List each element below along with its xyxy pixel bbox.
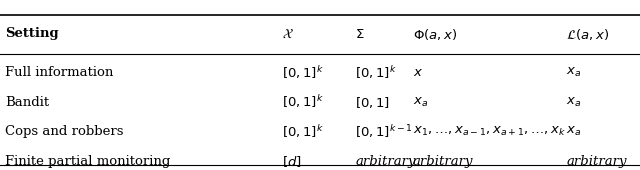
Text: $[0,1]^k$: $[0,1]^k$ (282, 94, 323, 111)
Text: $x_a$: $x_a$ (566, 125, 582, 138)
Text: $x_a$: $x_a$ (566, 66, 582, 79)
Text: $\mathcal{X}$: $\mathcal{X}$ (282, 28, 293, 40)
Text: Full information: Full information (5, 66, 113, 79)
Text: $x_a$: $x_a$ (413, 95, 428, 109)
Text: Setting: Setting (5, 28, 59, 40)
Text: $[0,1]^k$: $[0,1]^k$ (282, 64, 323, 81)
Text: Finite partial monitoring: Finite partial monitoring (5, 155, 170, 168)
Text: $[0,1]$: $[0,1]$ (355, 95, 390, 109)
Text: arbitrary: arbitrary (566, 155, 627, 168)
Text: Cops and robbers: Cops and robbers (5, 125, 124, 138)
Text: Bandit: Bandit (5, 96, 49, 108)
Text: $\mathcal{L}(a,x)$: $\mathcal{L}(a,x)$ (566, 27, 609, 41)
Text: $[0,1]^{k-1}$: $[0,1]^{k-1}$ (355, 123, 413, 140)
Text: $x_a$: $x_a$ (566, 95, 582, 109)
Text: $x_1,\ldots,x_{a-1},x_{a+1},\ldots,x_k$: $x_1,\ldots,x_{a-1},x_{a+1},\ldots,x_k$ (413, 125, 566, 138)
Text: $x$: $x$ (413, 66, 423, 79)
Text: $\Sigma$: $\Sigma$ (355, 28, 365, 40)
Text: $\Phi(a,x)$: $\Phi(a,x)$ (413, 27, 457, 41)
Text: arbitrary: arbitrary (355, 155, 416, 168)
Text: $[0,1]^k$: $[0,1]^k$ (282, 123, 323, 140)
Text: $[0,1]^k$: $[0,1]^k$ (355, 64, 397, 81)
Text: $[d]$: $[d]$ (282, 154, 301, 169)
Text: arbitrary: arbitrary (413, 155, 474, 168)
